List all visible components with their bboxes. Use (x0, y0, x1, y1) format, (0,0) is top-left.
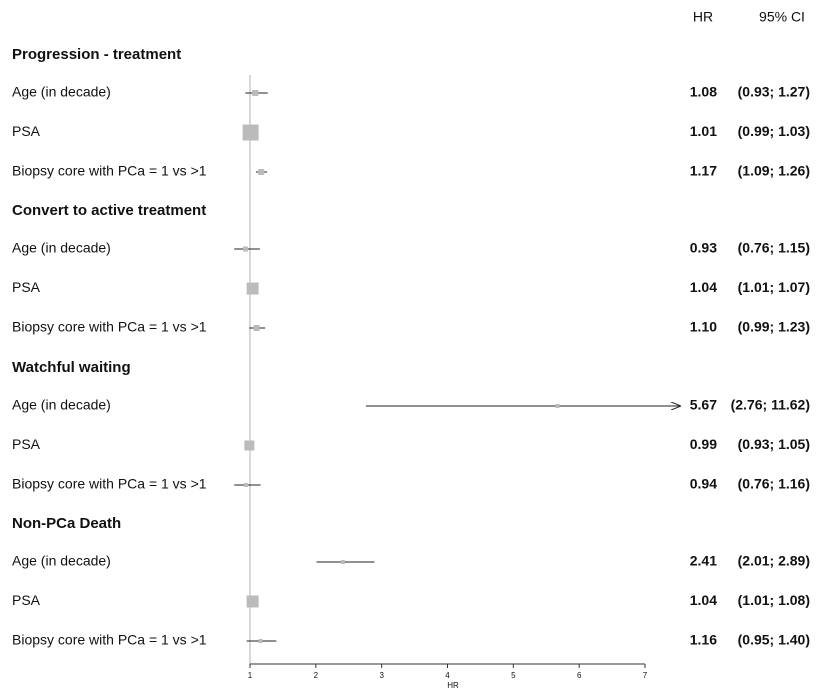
ci-header: 95% CI (759, 9, 805, 25)
row-label: PSA (12, 436, 41, 452)
row-label: Biopsy core with PCa = 1 vs >1 (12, 632, 207, 648)
hr-point (246, 282, 259, 295)
ci-value: (2.76; 11.62) (731, 397, 810, 413)
hr-point (252, 90, 259, 96)
row-label: Biopsy core with PCa = 1 vs >1 (12, 476, 207, 492)
ci-value: (0.99; 1.23) (738, 319, 810, 335)
hr-point (340, 560, 345, 564)
x-tick-label: 6 (577, 671, 582, 680)
hr-point (244, 483, 249, 487)
hr-value: 1.16 (690, 632, 717, 648)
ci-value: (1.01; 1.08) (738, 592, 810, 608)
hr-value: 0.94 (690, 476, 717, 492)
hr-point (244, 440, 255, 451)
row-label: PSA (12, 592, 41, 608)
ci-value: (0.93; 1.05) (738, 436, 810, 452)
x-tick-label: 7 (643, 671, 648, 680)
hr-value: 5.67 (690, 397, 717, 413)
hr-value: 1.01 (690, 123, 717, 139)
x-tick-label: 4 (445, 671, 450, 680)
x-tick-label: 2 (314, 671, 319, 680)
ci-value: (2.01; 2.89) (738, 553, 810, 569)
ci-value: (0.76; 1.16) (738, 476, 810, 492)
ci-value: (0.93; 1.27) (738, 84, 810, 100)
hr-value: 1.10 (690, 319, 717, 335)
hr-point (242, 124, 259, 141)
hr-value: 1.04 (690, 592, 717, 608)
hr-point (253, 325, 260, 331)
hr-point (242, 246, 248, 252)
hr-value: 1.17 (690, 163, 717, 179)
ci-value: (0.95; 1.40) (738, 632, 810, 648)
x-tick-label: 3 (379, 671, 384, 680)
ci-value: (1.09; 1.26) (738, 163, 810, 179)
hr-point (258, 639, 263, 643)
hr-point (246, 595, 259, 608)
hr-value: 1.04 (690, 279, 717, 295)
hr-value: 0.99 (690, 436, 717, 452)
hr-value: 1.08 (690, 84, 717, 100)
row-label: PSA (12, 123, 41, 139)
row-label: Age (in decade) (12, 84, 111, 100)
group-title: Watchful waiting (12, 359, 131, 376)
group-title: Progression - treatment (12, 46, 181, 63)
group-title: Convert to active treatment (12, 202, 206, 219)
x-axis-label: HR (447, 681, 459, 690)
row-label: Biopsy core with PCa = 1 vs >1 (12, 163, 207, 179)
group-title: Non-PCa Death (12, 515, 121, 532)
ci-value: (0.76; 1.15) (738, 240, 810, 256)
hr-point (555, 404, 560, 408)
row-label: PSA (12, 279, 41, 295)
row-label: Biopsy core with PCa = 1 vs >1 (12, 319, 207, 335)
row-label: Age (in decade) (12, 553, 111, 569)
hr-value: 0.93 (690, 240, 717, 256)
x-tick-label: 5 (511, 671, 516, 680)
hr-point (258, 169, 265, 175)
ci-value: (0.99; 1.03) (738, 123, 810, 139)
hr-header: HR (693, 9, 713, 25)
row-label: Age (in decade) (12, 240, 111, 256)
row-label: Age (in decade) (12, 397, 111, 413)
hr-value: 2.41 (690, 553, 717, 569)
ci-value: (1.01; 1.07) (738, 279, 810, 295)
x-tick-label: 1 (248, 671, 253, 680)
